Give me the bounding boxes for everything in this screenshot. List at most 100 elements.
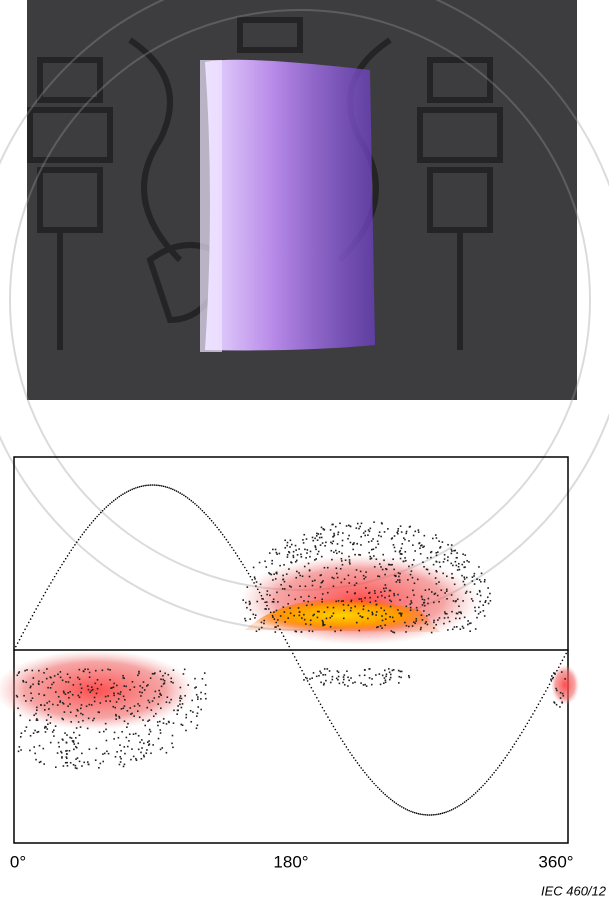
- pd-dot: [162, 683, 165, 685]
- pd-dot: [398, 682, 400, 684]
- pd-dot: [350, 600, 352, 603]
- pd-dot: [478, 579, 481, 581]
- pd-dot: [435, 583, 438, 585]
- pd-dot: [355, 569, 358, 571]
- pd-dot: [359, 615, 362, 617]
- sine-point: [40, 598, 43, 600]
- pd-dot: [287, 602, 289, 605]
- pd-dot: [320, 574, 322, 576]
- pd-dot: [368, 551, 370, 554]
- pd-dot: [298, 611, 301, 613]
- pd-dot: [413, 582, 416, 585]
- pd-dot: [331, 615, 333, 617]
- pd-dot: [405, 631, 407, 633]
- sine-point: [173, 489, 176, 491]
- pd-dot: [135, 759, 138, 762]
- sine-point: [196, 504, 198, 507]
- pd-dot: [355, 527, 358, 529]
- pd-dot: [65, 753, 68, 755]
- pd-dot: [275, 572, 277, 574]
- pd-dot: [74, 767, 77, 769]
- pd-dot: [81, 752, 83, 755]
- pd-dot: [139, 685, 142, 687]
- pd-dot: [43, 709, 46, 711]
- pd-dot: [265, 608, 267, 610]
- pd-dot: [355, 582, 358, 585]
- pd-dot: [411, 576, 414, 579]
- pd-dot: [29, 686, 32, 689]
- pd-dot: [348, 679, 350, 682]
- pd-dot: [112, 705, 115, 708]
- pd-dot: [59, 676, 62, 679]
- pd-dot: [281, 587, 284, 590]
- pd-dot: [159, 720, 161, 723]
- pd-dot: [61, 756, 63, 758]
- pd-dot: [412, 589, 414, 592]
- pd-dot: [489, 592, 491, 595]
- pd-dot: [156, 721, 159, 723]
- pd-dot: [38, 693, 40, 695]
- pd-dot: [338, 550, 341, 553]
- pd-dot: [284, 621, 286, 623]
- pd-dot: [78, 760, 81, 763]
- sine-point: [31, 614, 34, 617]
- pd-dot: [295, 576, 298, 579]
- sine-point: [452, 808, 455, 810]
- pd-dot: [196, 712, 199, 715]
- sine-point: [561, 659, 564, 662]
- pd-dot: [119, 761, 122, 763]
- sine-point: [447, 810, 449, 813]
- sine-point: [205, 513, 207, 516]
- pd-dot: [430, 631, 433, 634]
- pd-dot: [430, 591, 433, 593]
- sine-point: [528, 719, 531, 722]
- pd-dot: [315, 548, 317, 551]
- pd-dot: [340, 629, 342, 632]
- pd-dot: [373, 590, 376, 592]
- sine-point: [66, 555, 69, 557]
- pd-dot: [423, 534, 426, 537]
- pd-dot: [389, 616, 391, 618]
- pd-dot: [474, 606, 476, 609]
- pd-dot: [322, 528, 325, 530]
- pd-dot: [147, 720, 149, 722]
- pd-dot: [180, 697, 183, 700]
- pd-dot: [399, 549, 402, 552]
- pd-dot: [162, 678, 165, 681]
- pd-dot: [283, 588, 286, 590]
- pd-dot: [35, 719, 38, 721]
- pd-dot: [342, 678, 345, 681]
- pd-dot: [362, 684, 365, 686]
- pd-dot: [25, 700, 27, 702]
- pd-dot: [163, 682, 166, 684]
- pd-dot: [420, 614, 423, 616]
- pd-dot: [469, 591, 472, 593]
- pd-dot: [253, 576, 256, 579]
- pd-dot: [385, 612, 387, 615]
- pd-dot: [550, 675, 553, 677]
- pd-dot: [390, 630, 393, 632]
- sine-point: [360, 767, 362, 769]
- pd-dot: [402, 537, 405, 539]
- pd-dot: [314, 559, 316, 561]
- pd-dot: [354, 592, 356, 594]
- pd-dot: [458, 605, 460, 608]
- sine-point: [450, 809, 453, 811]
- pd-dot: [349, 563, 351, 565]
- pd-dot: [47, 686, 49, 689]
- pd-dot: [98, 731, 101, 734]
- pd-dot: [316, 553, 319, 555]
- pd-dot: [438, 617, 441, 619]
- pd-dot: [32, 677, 35, 679]
- pd-dot: [80, 691, 82, 694]
- pd-dot: [323, 682, 325, 685]
- pd-dot: [66, 761, 68, 764]
- pd-dot: [378, 673, 381, 675]
- pd-dot: [170, 698, 172, 701]
- pd-dot: [283, 580, 286, 583]
- pd-dot: [259, 583, 262, 586]
- pd-dot: [244, 617, 246, 620]
- sine-point: [244, 566, 246, 569]
- pd-dot: [331, 576, 334, 579]
- sine-point: [384, 793, 386, 796]
